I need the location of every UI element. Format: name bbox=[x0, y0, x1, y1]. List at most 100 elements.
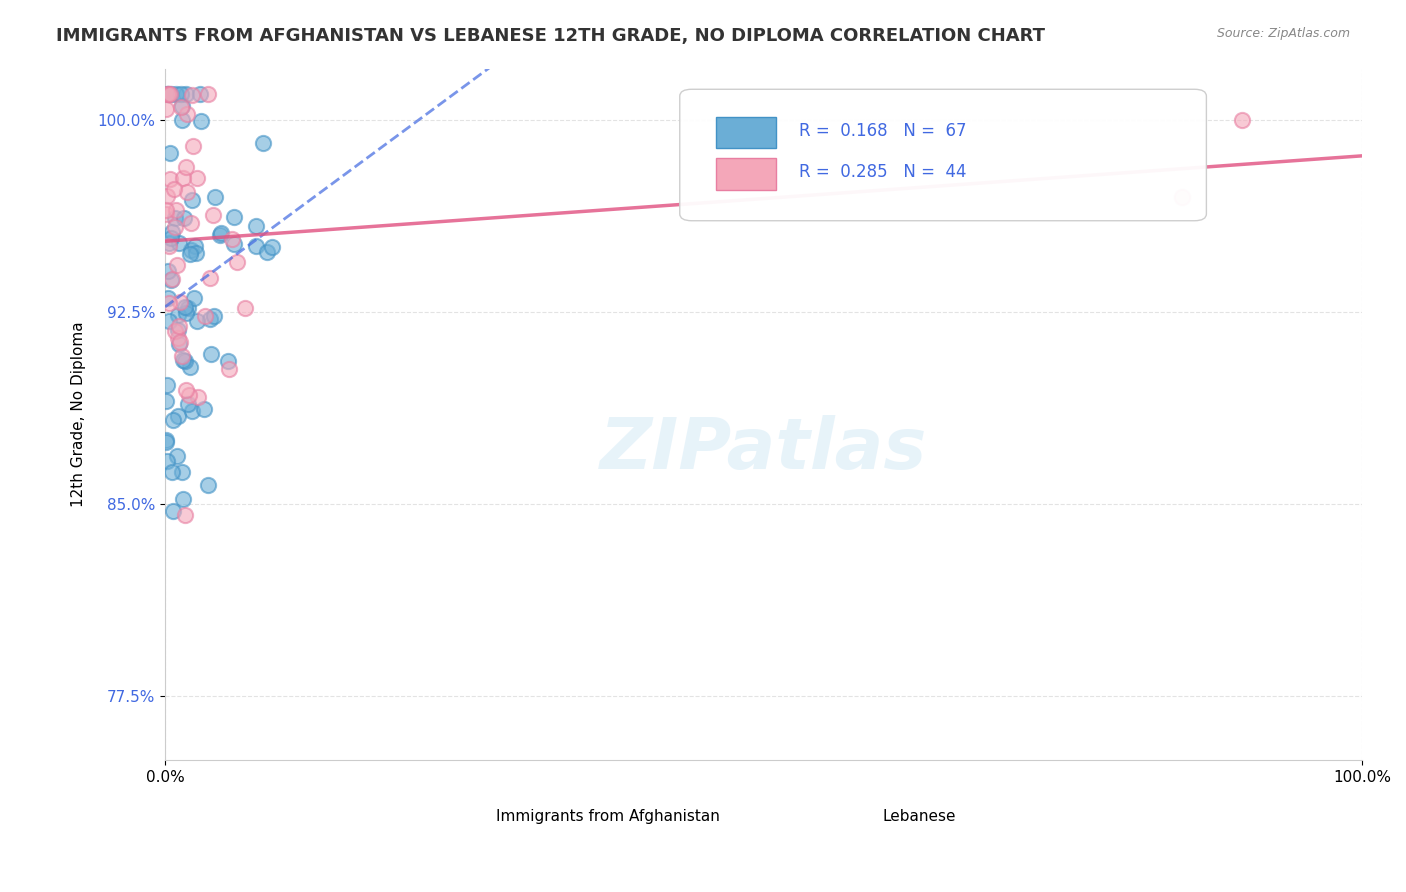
Point bbox=[156, 189, 179, 203]
Point bbox=[165, 202, 187, 217]
Point bbox=[159, 172, 181, 186]
Point bbox=[187, 390, 209, 404]
Point bbox=[172, 465, 194, 479]
Point bbox=[193, 401, 215, 416]
Point bbox=[157, 87, 180, 102]
Point bbox=[172, 112, 194, 127]
Point bbox=[157, 236, 180, 251]
Text: R =  0.285   N =  44: R = 0.285 N = 44 bbox=[800, 163, 967, 181]
Point bbox=[174, 353, 197, 368]
Point bbox=[160, 87, 183, 102]
Point bbox=[163, 220, 186, 235]
Point bbox=[160, 225, 183, 239]
Point bbox=[179, 246, 201, 260]
Point bbox=[170, 87, 193, 102]
Point bbox=[165, 87, 187, 102]
Point bbox=[180, 404, 202, 418]
Point bbox=[233, 301, 256, 315]
Point bbox=[180, 216, 202, 230]
Point bbox=[188, 87, 211, 102]
Point bbox=[180, 193, 202, 207]
Point bbox=[221, 231, 243, 245]
Point bbox=[167, 323, 190, 337]
Point bbox=[169, 318, 191, 333]
Point bbox=[167, 409, 190, 423]
Point bbox=[179, 360, 201, 375]
Point bbox=[181, 88, 204, 103]
Point bbox=[190, 114, 212, 128]
Point bbox=[226, 255, 249, 269]
Point bbox=[165, 211, 187, 226]
Point bbox=[155, 206, 177, 220]
Point bbox=[163, 182, 186, 196]
Point bbox=[174, 160, 197, 174]
Point bbox=[1232, 112, 1254, 127]
Point bbox=[163, 324, 186, 338]
Point bbox=[204, 190, 226, 204]
Point bbox=[184, 246, 207, 260]
Point bbox=[201, 208, 224, 222]
Text: IMMIGRANTS FROM AFGHANISTAN VS LEBANESE 12TH GRADE, NO DIPLOMA CORRELATION CHART: IMMIGRANTS FROM AFGHANISTAN VS LEBANESE … bbox=[56, 27, 1045, 45]
Point bbox=[167, 308, 190, 322]
Point bbox=[200, 271, 222, 285]
Point bbox=[1171, 189, 1194, 203]
Point bbox=[173, 211, 195, 225]
FancyBboxPatch shape bbox=[501, 788, 543, 813]
Point bbox=[218, 362, 240, 376]
Point bbox=[174, 306, 197, 320]
Point bbox=[186, 314, 208, 328]
Point bbox=[162, 413, 184, 427]
Text: ZIPatlas: ZIPatlas bbox=[600, 415, 927, 483]
Point bbox=[170, 349, 193, 363]
Point bbox=[197, 478, 219, 492]
Text: Lebanese: Lebanese bbox=[883, 809, 956, 824]
Point bbox=[155, 102, 177, 116]
Point bbox=[169, 335, 191, 350]
Point bbox=[173, 300, 195, 314]
Point bbox=[169, 336, 191, 351]
Point bbox=[256, 245, 278, 260]
Point bbox=[170, 99, 193, 113]
Point bbox=[167, 236, 190, 251]
Point bbox=[166, 450, 188, 464]
Point bbox=[176, 186, 198, 200]
Point bbox=[155, 394, 177, 409]
Point bbox=[200, 347, 222, 361]
Point bbox=[174, 383, 197, 397]
Point bbox=[174, 87, 197, 102]
Text: Source: ZipAtlas.com: Source: ZipAtlas.com bbox=[1216, 27, 1350, 40]
Point bbox=[159, 87, 181, 102]
Point bbox=[224, 236, 246, 251]
FancyBboxPatch shape bbox=[716, 159, 776, 190]
Point bbox=[197, 87, 219, 102]
Point bbox=[157, 263, 180, 277]
Point bbox=[252, 136, 274, 150]
Point bbox=[169, 295, 191, 310]
Point bbox=[174, 508, 197, 523]
Text: R =  0.168   N =  67: R = 0.168 N = 67 bbox=[800, 122, 967, 140]
Text: Immigrants from Afghanistan: Immigrants from Afghanistan bbox=[496, 809, 720, 824]
Point bbox=[160, 272, 183, 286]
Point bbox=[156, 87, 179, 102]
Point bbox=[156, 377, 179, 392]
Point bbox=[157, 87, 180, 102]
Point bbox=[172, 171, 194, 186]
Point bbox=[183, 291, 205, 305]
Point bbox=[209, 228, 232, 243]
Point bbox=[170, 98, 193, 112]
Point bbox=[245, 219, 267, 233]
Point bbox=[209, 227, 232, 241]
Point bbox=[157, 296, 180, 310]
Point bbox=[155, 433, 177, 447]
Point bbox=[184, 239, 207, 253]
Point bbox=[172, 353, 194, 368]
Point bbox=[166, 258, 188, 272]
Point bbox=[172, 491, 194, 506]
Y-axis label: 12th Grade, No Diploma: 12th Grade, No Diploma bbox=[72, 322, 86, 508]
Point bbox=[156, 454, 179, 468]
Point bbox=[159, 145, 181, 160]
Point bbox=[162, 503, 184, 517]
Point bbox=[194, 309, 217, 323]
Point bbox=[155, 434, 177, 449]
Point bbox=[157, 238, 180, 252]
